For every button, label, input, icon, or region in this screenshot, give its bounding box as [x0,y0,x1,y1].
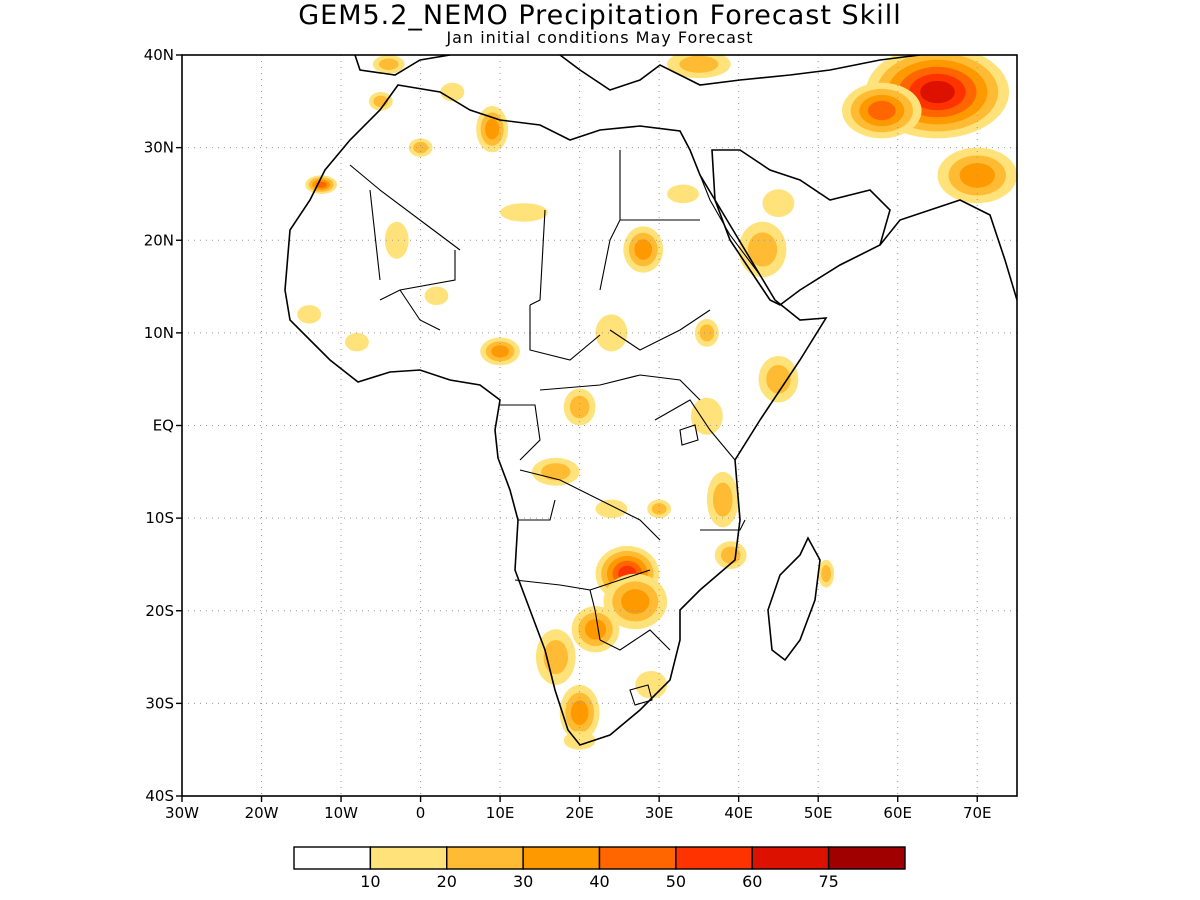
colorbar-swatch-7 [827,846,906,870]
y-tick-label: 30N [144,139,174,157]
colorbar-label: 20 [437,872,457,891]
x-tick-label: 10E [486,804,515,822]
colorbar-swatch-1 [369,846,448,870]
x-tick-label: 40E [724,804,753,822]
colorbar-swatch-4 [598,846,677,870]
skill-region-11-level-3 [491,345,509,358]
colorbar-label: 30 [513,872,533,891]
skill-region-15-level-2 [541,463,571,481]
skill-region-29-level-1 [297,305,322,324]
skill-region-5-level-3 [584,618,607,640]
y-tick-label: 10S [145,509,174,527]
gridlines [182,55,1017,796]
coastlines-and-borders [284,55,1017,746]
red-sea-sinai [689,149,761,276]
skill-region-18-level-2 [413,141,428,154]
y-tick-label: 40N [144,46,174,64]
plot-frame [181,54,1018,797]
x-tick-label: 20W [245,804,279,822]
skill-region-20-level-2 [720,546,741,564]
chart-title: GEM5.2_NEMO Precipitation Forecast Skill [298,0,902,31]
skill-region-26-level-1 [595,314,628,352]
skill-region-31-level-1 [595,499,628,519]
skill-region-27-level-2 [569,395,590,419]
colorbar: 10 20 30 40 50 60 75 [293,846,906,891]
madagascar-coastline [767,536,821,662]
colorbar-swatch-5 [675,846,753,870]
skill-region-24-level-1 [384,221,409,259]
y-tick-label: 20N [144,231,174,249]
colorbar-swatch-2 [446,846,524,870]
x-tick-label: 30E [645,804,674,822]
x-tick-label: 60E [883,804,912,822]
lesotho [629,684,653,706]
colorbar-label: 10 [360,872,380,891]
y-tick-label: 40S [145,787,174,805]
country-borders [349,150,746,651]
skill-region-8-level-3 [634,239,653,260]
colorbar-label: 75 [818,872,838,891]
skill-region-32-level-2 [651,503,667,515]
skill-region-7-level-3 [570,700,589,725]
skill-region-17-level-2 [378,58,399,70]
skill-region-36-level-1 [667,184,699,204]
x-tick-label: 0 [416,804,426,822]
skill-region-1-level-4 [867,100,896,121]
skill-region-33-level-1 [635,670,668,699]
skill-region-28-level-1 [345,332,369,352]
skill-region-25-level-1 [424,286,449,306]
skill-region-4-level-3 [621,589,650,614]
skill-region-35-level-1 [762,189,795,218]
y-tick-label: EQ [153,417,174,435]
skill-region-21-level-2 [821,565,832,583]
africa-coastline [284,84,828,746]
colorbar-label: 60 [742,872,762,891]
x-tick-label: 50E [804,804,833,822]
arabia-coastline [711,149,891,306]
y-tick-label: 30S [145,694,174,712]
colorbar-swatch-3 [522,846,601,870]
x-tick-label: 70E [963,804,992,822]
skill-region-19-level-2 [712,482,733,517]
skill-region-23-level-1 [500,203,548,222]
x-tick-label: 30W [165,804,199,822]
skill-region-16-level-2 [679,55,719,73]
europe-coastline [354,55,921,91]
x-tick-label: 10W [324,804,358,822]
colorbar-label: 40 [589,872,609,891]
x-tick-label: 20E [565,804,594,822]
axis-ticks: 30W 20W 10W 0 10E 20E 30E 40E 50E 60E 70E 40N 30N 20N… [144,46,992,822]
skill-region-14-level-2 [699,324,715,342]
y-tick-label: 10N [144,324,174,342]
chart-subtitle: Jan initial conditions May Forecast [446,28,754,47]
skill-shading [297,55,1017,750]
skill-region-10-level-3 [485,118,500,140]
lake-victoria [679,424,699,446]
skill-region-13-level-2 [766,364,791,394]
asia-coastline [879,199,1017,301]
skill-region-0-level-6 [920,80,955,104]
colorbar-swatch-0 [293,846,372,870]
y-tick-label: 20S [145,602,174,620]
colorbar-label: 50 [666,872,686,891]
skill-region-9-level-2 [747,232,778,267]
colorbar-swatch-6 [751,846,830,870]
